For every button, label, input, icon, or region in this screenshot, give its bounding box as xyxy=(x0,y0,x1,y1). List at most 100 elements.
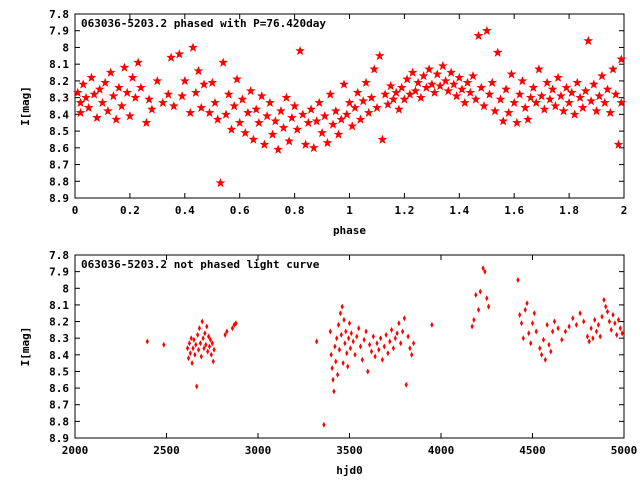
data-point xyxy=(211,358,215,365)
data-point xyxy=(166,52,176,62)
data-point xyxy=(199,353,203,360)
x-tick-label: 1.8 xyxy=(559,204,579,217)
data-point xyxy=(347,335,351,342)
data-point xyxy=(406,333,410,340)
data-point xyxy=(363,107,374,118)
data-point xyxy=(203,330,207,337)
data-point xyxy=(186,355,191,362)
data-point xyxy=(230,325,234,332)
data-point xyxy=(130,92,141,102)
data-point xyxy=(330,106,341,116)
data-point xyxy=(412,340,416,347)
data-point xyxy=(583,35,594,46)
data-point xyxy=(147,104,157,114)
x-tick-label: 5000 xyxy=(611,444,638,457)
data-point xyxy=(399,94,410,104)
data-point xyxy=(495,94,506,104)
data-point xyxy=(223,331,227,338)
data-point xyxy=(100,77,111,87)
data-point xyxy=(190,87,201,97)
data-point xyxy=(369,64,380,74)
data-point xyxy=(344,97,355,108)
data-point xyxy=(523,306,527,313)
data-point xyxy=(202,345,206,352)
data-point xyxy=(574,321,578,328)
data-point xyxy=(336,114,347,124)
data-point xyxy=(473,30,484,41)
y-tick-label: 8.9 xyxy=(49,432,69,445)
data-point xyxy=(399,340,403,347)
data-point xyxy=(487,303,491,310)
data-point xyxy=(133,57,143,67)
data-point xyxy=(361,77,371,87)
data-point xyxy=(374,50,385,61)
data-point xyxy=(470,323,474,330)
data-point xyxy=(75,107,86,118)
data-point xyxy=(212,346,216,353)
data-point xyxy=(594,328,599,335)
data-point xyxy=(240,127,251,138)
data-point xyxy=(334,358,338,365)
y-tick-label: 8.7 xyxy=(49,159,69,172)
data-point xyxy=(380,356,384,363)
data-point xyxy=(405,89,415,99)
data-point xyxy=(141,117,152,128)
data-point xyxy=(331,376,335,383)
y-tick-label: 8.1 xyxy=(49,58,69,71)
data-point xyxy=(289,101,300,111)
data-point xyxy=(371,333,375,340)
data-point xyxy=(333,129,344,139)
data-point xyxy=(527,330,531,337)
y-tick-label: 7.9 xyxy=(49,266,69,279)
y-tick-label: 8 xyxy=(62,282,69,295)
data-point xyxy=(221,109,231,119)
data-point xyxy=(591,106,602,116)
y-tick-label: 7.8 xyxy=(49,8,69,21)
data-point xyxy=(379,335,383,342)
data-point xyxy=(125,111,135,121)
data-point xyxy=(352,87,363,97)
data-point xyxy=(349,330,353,337)
x-tick-label: 4000 xyxy=(428,444,455,457)
data-point xyxy=(259,139,270,149)
data-point xyxy=(251,104,262,114)
data-point xyxy=(105,67,116,77)
data-point xyxy=(542,77,552,87)
data-point xyxy=(336,321,341,328)
x-tick-label: 0.2 xyxy=(120,204,140,217)
y-tick-label: 8.4 xyxy=(49,108,69,121)
x-tick-label: 2000 xyxy=(62,444,89,457)
data-point xyxy=(195,383,199,390)
data-point xyxy=(333,343,337,350)
y-axis-label: I[mag] xyxy=(19,327,32,367)
data-point xyxy=(388,338,392,345)
data-point xyxy=(384,331,388,338)
data-point xyxy=(152,76,163,86)
data-point xyxy=(273,144,283,154)
phased-light-curve-panel: 0 0.2 0.4 0.6 0.8 1 1.2 1.4 1.6 1.8 2 7.8 7.9 8 8.1 8.2… xyxy=(19,8,627,237)
data-point xyxy=(483,268,487,275)
data-point xyxy=(404,381,408,388)
data-point xyxy=(193,66,204,76)
data-point xyxy=(593,316,597,323)
data-point xyxy=(540,351,544,358)
data-point xyxy=(89,89,100,99)
data-point xyxy=(479,101,489,111)
data-point xyxy=(157,97,168,108)
data-point xyxy=(605,107,616,118)
data-point xyxy=(265,97,275,108)
data-point xyxy=(429,87,440,97)
data-point xyxy=(92,112,102,123)
data-point xyxy=(311,116,322,126)
data-point xyxy=(402,74,412,84)
data-point xyxy=(578,310,582,317)
data-point xyxy=(196,331,200,338)
data-point xyxy=(215,178,226,188)
data-point xyxy=(177,91,187,101)
data-point xyxy=(193,351,197,358)
y-tick-label: 8.6 xyxy=(49,382,69,395)
data-point xyxy=(448,79,459,89)
data-point xyxy=(267,129,278,139)
data-point xyxy=(571,315,575,322)
